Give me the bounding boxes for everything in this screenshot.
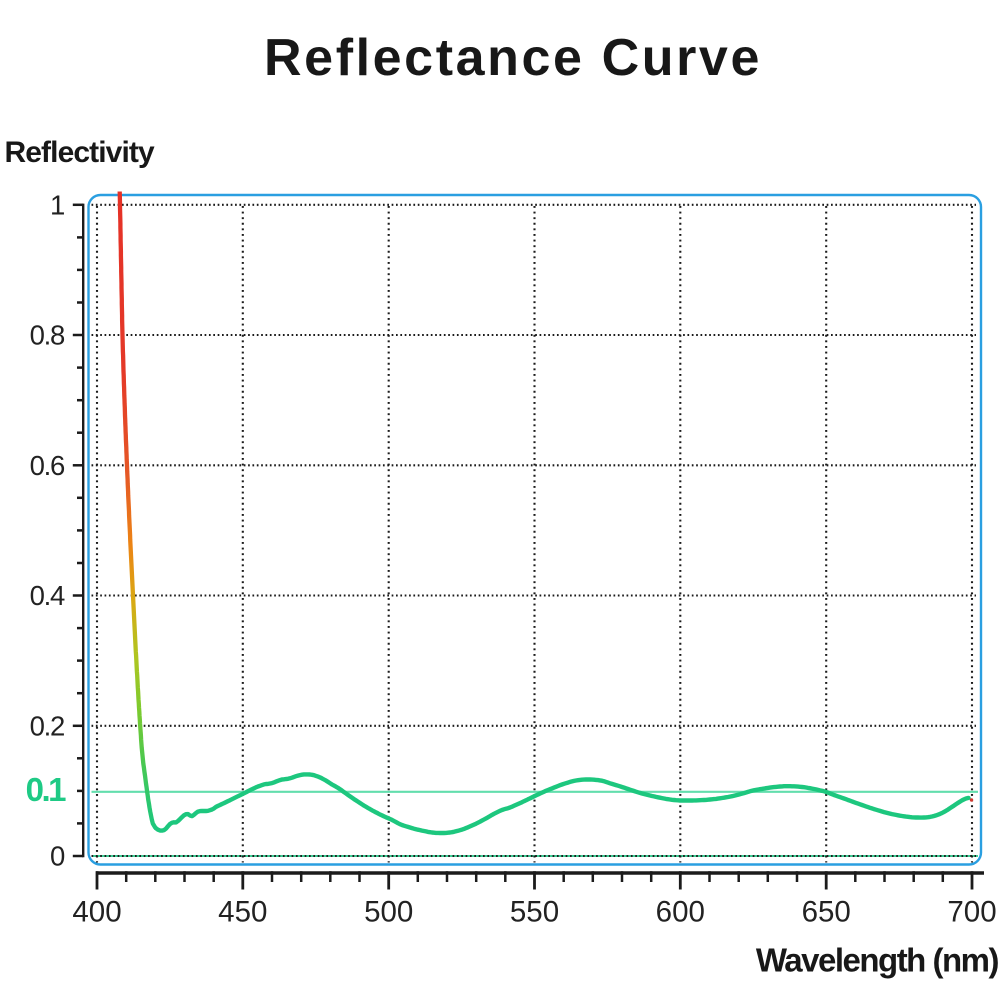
svg-text:400: 400 [72,896,121,929]
svg-text:Reflectance Curve: Reflectance Curve [264,29,762,87]
svg-text:Wavelength (nm): Wavelength (nm) [756,942,999,979]
svg-text:0.8: 0.8 [30,320,65,351]
svg-text:650: 650 [802,896,851,929]
svg-text:Reflectivity: Reflectivity [5,136,155,169]
svg-text:600: 600 [656,896,705,929]
svg-text:0.4: 0.4 [30,580,65,611]
svg-text:700: 700 [947,896,996,929]
svg-text:1: 1 [50,189,64,220]
svg-text:500: 500 [364,896,413,929]
svg-text:0.6: 0.6 [30,450,65,481]
svg-text:0.2: 0.2 [30,710,64,741]
svg-text:450: 450 [218,896,267,929]
svg-text:0: 0 [50,841,65,872]
svg-text:550: 550 [510,896,559,929]
svg-text:0.1: 0.1 [26,771,67,808]
